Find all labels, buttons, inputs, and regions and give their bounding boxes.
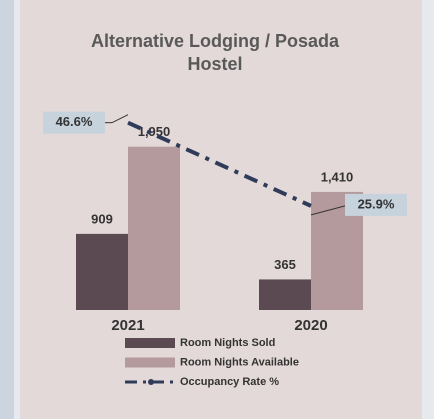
data-label-box <box>43 111 105 134</box>
x-tick-label: 2020 <box>294 317 327 334</box>
legend-label: Room Nights Available <box>180 356 299 368</box>
bar <box>128 146 180 310</box>
x-tick-label: 2021 <box>111 317 144 334</box>
legend-swatch <box>125 338 175 348</box>
data-label: 365 <box>274 257 296 272</box>
data-label: 46.6% <box>56 114 93 129</box>
legend-label: Room Nights Sold <box>180 337 275 349</box>
side-strip <box>0 0 14 419</box>
data-label-box <box>345 193 407 216</box>
legend-swatch-marker <box>148 379 154 385</box>
bar <box>259 279 311 310</box>
data-label: 909 <box>91 211 113 226</box>
data-label: 1,950 <box>138 124 171 139</box>
bar <box>76 233 128 310</box>
data-label: 25.9% <box>358 196 395 211</box>
leader-line <box>111 114 129 124</box>
legend-swatch <box>125 357 175 368</box>
leader-line <box>310 205 346 216</box>
line <box>127 120 312 208</box>
data-label: 1,410 <box>321 169 354 184</box>
chart-title: Alternative Lodging / Posada Hostel <box>91 31 340 74</box>
legend-label: Occupancy Rate % <box>180 376 279 388</box>
